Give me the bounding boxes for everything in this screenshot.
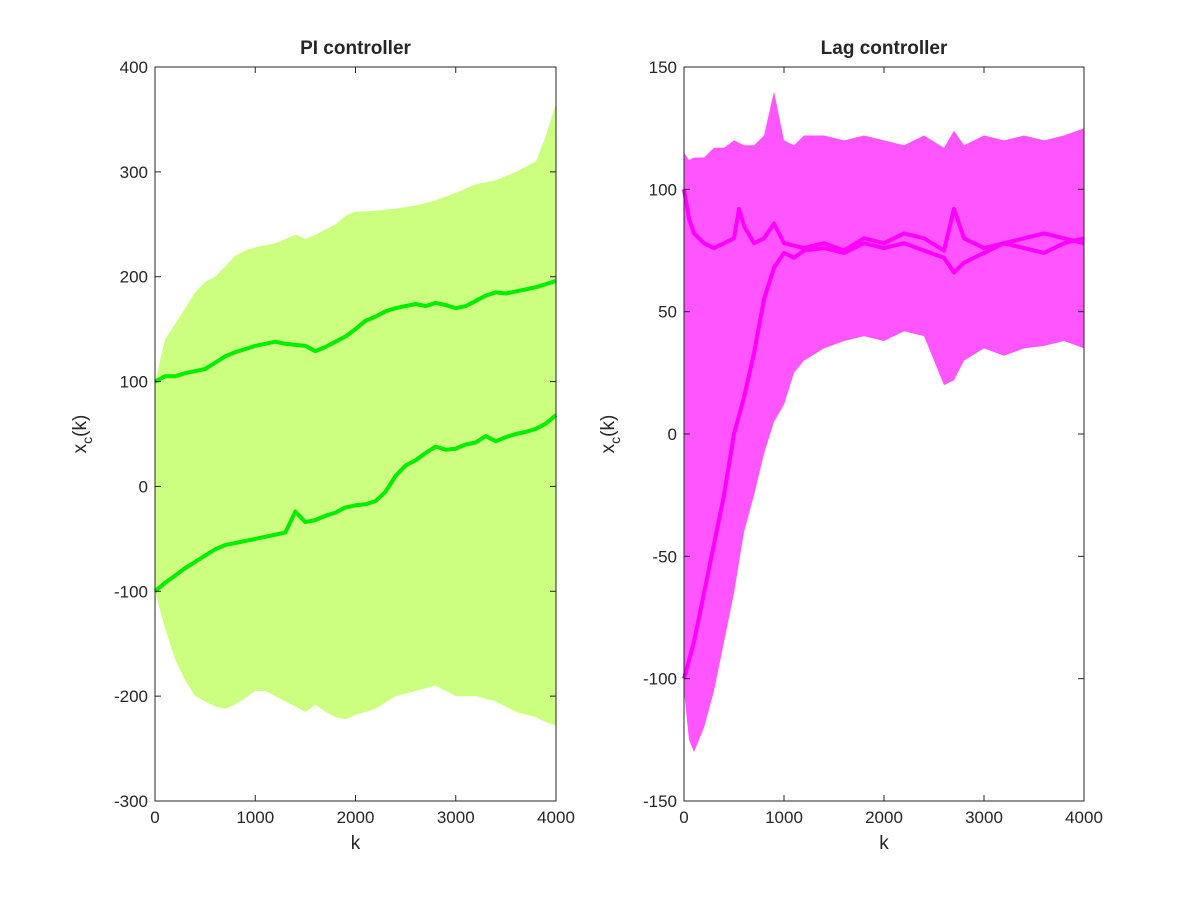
pi-controller-panel: 0 1000 2000 3000 4000 -300 -200 -100 0 100 200 300 4… xyxy=(70,38,575,854)
lag-y-axis-label: xc(k) xyxy=(598,415,623,454)
pi-series-line-2 xyxy=(153,413,558,593)
pi-y-tick-label: 0 xyxy=(139,477,148,496)
lag-plot-area xyxy=(682,91,1085,753)
lag-spread-band xyxy=(684,91,1084,753)
pi-x-axis-label: k xyxy=(351,833,361,854)
pi-y-tick-label: 300 xyxy=(120,163,148,182)
pi-y-label-tail: (k) xyxy=(70,415,91,437)
pi-y-tick-label: -300 xyxy=(114,792,148,811)
lag-y-tick-label: 50 xyxy=(658,303,677,322)
lag-y-tick-label: -150 xyxy=(643,792,677,811)
lag-y-tick-label: 150 xyxy=(649,58,677,77)
pi-y-axis-label: xc(k) xyxy=(70,415,95,454)
lag-series-line-1 xyxy=(682,188,1085,253)
pi-plot-area xyxy=(153,103,558,726)
lag-x-tick-label: 0 xyxy=(679,808,688,827)
lag-controller-panel: 0 1000 2000 3000 4000 -150 -100 -50 0 50 100 150 La… xyxy=(598,38,1103,854)
pi-x-tick-label: 0 xyxy=(150,808,159,827)
pi-y-label-base: x xyxy=(70,443,91,453)
lag-series-line-2 xyxy=(682,236,1085,680)
pi-x-tick-label: 2000 xyxy=(337,808,375,827)
lag-y-label-sub: c xyxy=(607,437,623,444)
lag-y-label-tail: (k) xyxy=(598,415,619,437)
pi-series-line-1 xyxy=(154,278,557,384)
pi-chart-title: PI controller xyxy=(300,38,411,59)
lag-x-tick-label: 4000 xyxy=(1065,808,1103,827)
lag-y-tick-label: -50 xyxy=(652,547,677,566)
pi-y-tick-label: 400 xyxy=(120,58,148,77)
lag-x-tick-label: 3000 xyxy=(965,808,1003,827)
lag-y-label-base: x xyxy=(598,443,619,453)
pi-y-tick-label: 200 xyxy=(120,268,148,287)
lag-y-tick-label: 0 xyxy=(668,425,677,444)
lag-x-tick-label: 1000 xyxy=(765,808,803,827)
pi-ticks: 0 1000 2000 3000 4000 -300 -200 -100 0 100 200 300 4… xyxy=(114,58,575,827)
pi-x-tick-label: 1000 xyxy=(236,808,274,827)
pi-x-tick-label: 3000 xyxy=(437,808,475,827)
lag-x-tick-label: 2000 xyxy=(865,808,903,827)
pi-x-tick-label: 4000 xyxy=(537,808,575,827)
lag-y-tick-label: 100 xyxy=(649,180,677,199)
lag-ticks: 0 1000 2000 3000 4000 -150 -100 -50 0 50 100 150 xyxy=(643,58,1103,827)
pi-spread-band xyxy=(155,103,556,726)
lag-chart-title: Lag controller xyxy=(821,38,948,59)
pi-y-label-sub: c xyxy=(79,437,95,444)
pi-y-tick-label: -100 xyxy=(114,582,148,601)
lag-x-axis-label: k xyxy=(879,833,889,854)
lag-y-tick-label: -100 xyxy=(643,670,677,689)
pi-y-tick-label: 100 xyxy=(120,373,148,392)
pi-y-tick-label: -200 xyxy=(114,687,148,706)
